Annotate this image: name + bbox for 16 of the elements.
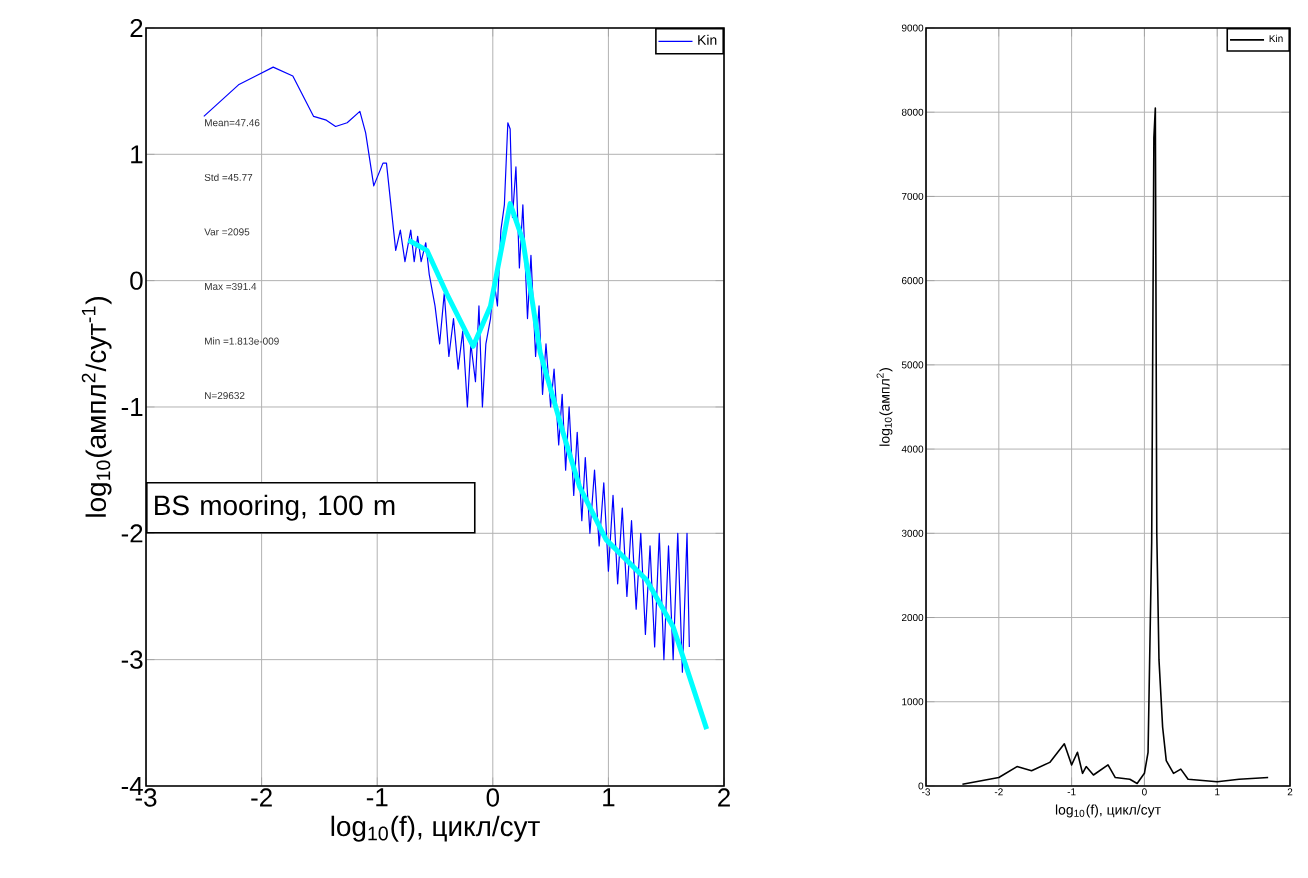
x-axis-title: log$_{10}$(f), цикл/сут: [331, 815, 540, 842]
line-series: [203, 66, 690, 673]
y-tick-label: -2: [121, 524, 143, 543]
line-series: [405, 201, 710, 732]
y-tick-label: 1: [131, 145, 143, 164]
x-tick-label: 0: [486, 788, 500, 807]
y-tick-label: -1: [121, 398, 143, 416]
x-tick-label: 2: [718, 788, 730, 807]
y-tick-label: -3: [121, 650, 143, 669]
x-tick-label: -1: [366, 788, 388, 807]
y-tick-label: 2: [130, 18, 143, 38]
x-tick-label: -2: [251, 788, 272, 807]
x-tick-label: 1: [603, 788, 615, 807]
y-axis-title: log$_{10}$(ампл$^{2}$/сут$^{-1}$): [81, 297, 112, 517]
y-tick-label: 0: [130, 271, 143, 290]
annotation: BS mooring, 100 m: [155, 494, 395, 521]
